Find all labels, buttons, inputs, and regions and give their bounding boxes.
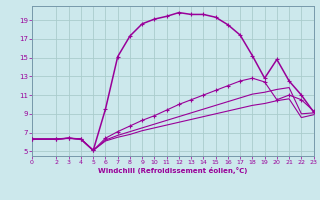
X-axis label: Windchill (Refroidissement éolien,°C): Windchill (Refroidissement éolien,°C) — [98, 167, 247, 174]
